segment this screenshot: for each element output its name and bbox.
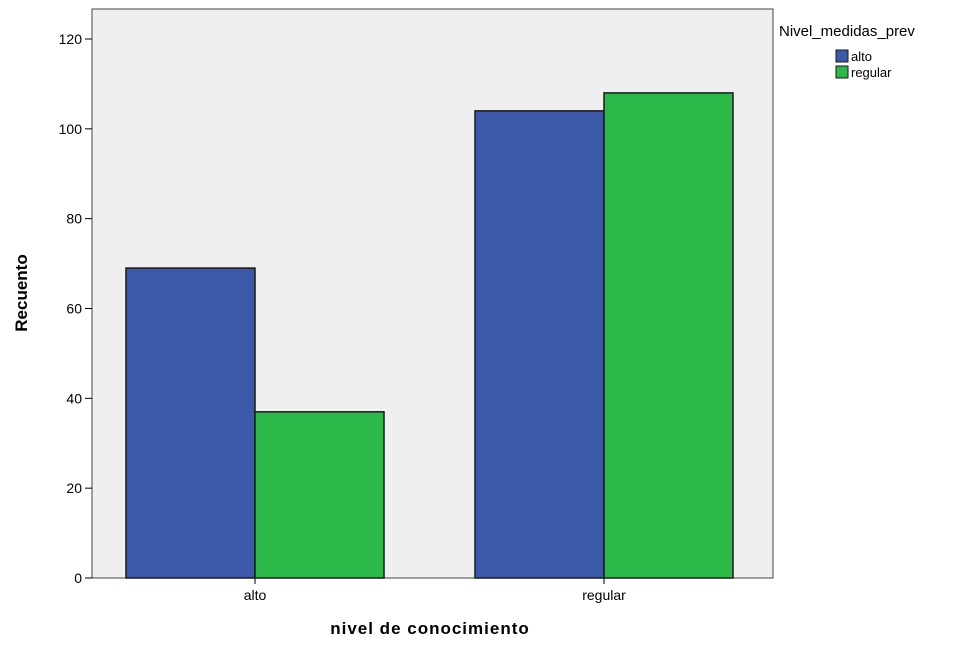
x-tick-label-alto: alto [244, 587, 267, 603]
legend-title: Nivel_medidas_prev [779, 23, 915, 40]
x-axis-label: nivel de conocimiento [330, 619, 530, 638]
y-tick-label: 0 [74, 570, 82, 586]
legend-swatch-regular [835, 65, 849, 79]
y-tick-label: 120 [59, 31, 83, 47]
y-tick-label: 40 [66, 390, 82, 406]
bar-alto-alto [125, 267, 256, 579]
bars-group [125, 92, 734, 579]
y-tick-label: 60 [66, 301, 82, 317]
y-tick-label: 80 [66, 211, 82, 227]
x-axis: alto regular [244, 578, 626, 603]
bar-alto-regular [254, 411, 385, 579]
legend-swatch-alto [835, 49, 849, 63]
bar-regular-regular [603, 92, 734, 579]
legend-label-regular: regular [851, 65, 892, 80]
y-axis: 0 20 40 60 80 100 120 [59, 31, 92, 586]
bar-regular-alto [474, 110, 605, 579]
x-tick-label-regular: regular [582, 587, 626, 603]
y-axis-label: Recuento [12, 254, 31, 331]
y-tick-label: 20 [66, 480, 82, 496]
legend-label-alto: alto [851, 49, 872, 64]
y-tick-label: 100 [59, 121, 83, 137]
